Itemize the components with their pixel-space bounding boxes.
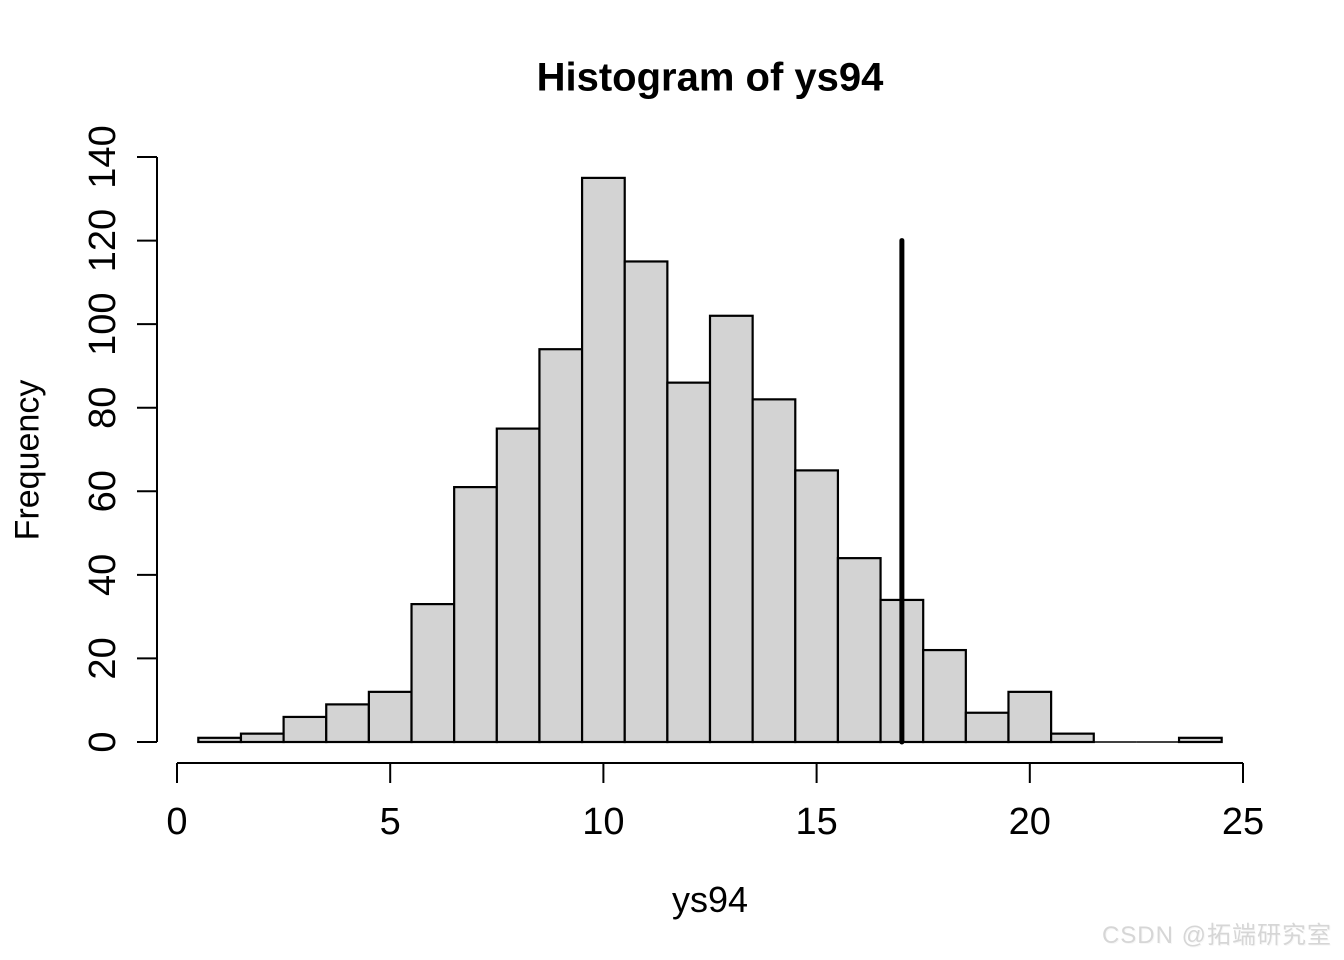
y-tick-label: 120 (82, 209, 124, 272)
histogram-bar (1177, 736, 1223, 744)
histogram-bar (794, 469, 840, 744)
x-axis-title: ys94 (671, 879, 749, 920)
histogram-bar (836, 557, 882, 744)
y-tick-label: 0 (82, 731, 124, 752)
y-tick-label: 140 (82, 125, 124, 188)
x-tick-label: 5 (380, 801, 401, 843)
watermark: CSDN @拓端研究室 (1101, 922, 1332, 949)
histogram-bar (410, 603, 456, 744)
histogram-bar (580, 176, 626, 744)
histogram-bar (623, 260, 669, 744)
x-tick-label: 20 (1009, 801, 1051, 843)
histogram-bar (1050, 732, 1095, 744)
x-tick-label: 25 (1222, 801, 1264, 843)
histogram-bar (325, 703, 370, 744)
histogram-bar (666, 381, 712, 744)
histogram-bar (1007, 690, 1053, 744)
y-tick-label: 100 (82, 292, 124, 355)
y-tick-label: 60 (82, 470, 124, 512)
histogram-bar (538, 348, 584, 744)
histogram-bar (239, 732, 285, 744)
histogram-bar (367, 690, 413, 744)
histogram-bar (964, 711, 1010, 744)
histogram-bar (751, 398, 797, 744)
chart-title: Histogram of ys94 (536, 55, 884, 100)
y-tick-label: 40 (82, 554, 124, 596)
histogram-bar (922, 648, 967, 744)
x-tick-label: 15 (795, 801, 837, 843)
histogram-bar (197, 736, 243, 744)
histogram-bar (453, 486, 498, 744)
histogram-bar (495, 427, 541, 744)
y-tick-label: 80 (82, 387, 124, 429)
y-tick-label: 20 (82, 637, 124, 679)
x-tick-label: 10 (582, 801, 624, 843)
x-tick-label: 0 (166, 801, 187, 843)
histogram-bar (282, 715, 328, 744)
histogram-bar (708, 314, 754, 744)
